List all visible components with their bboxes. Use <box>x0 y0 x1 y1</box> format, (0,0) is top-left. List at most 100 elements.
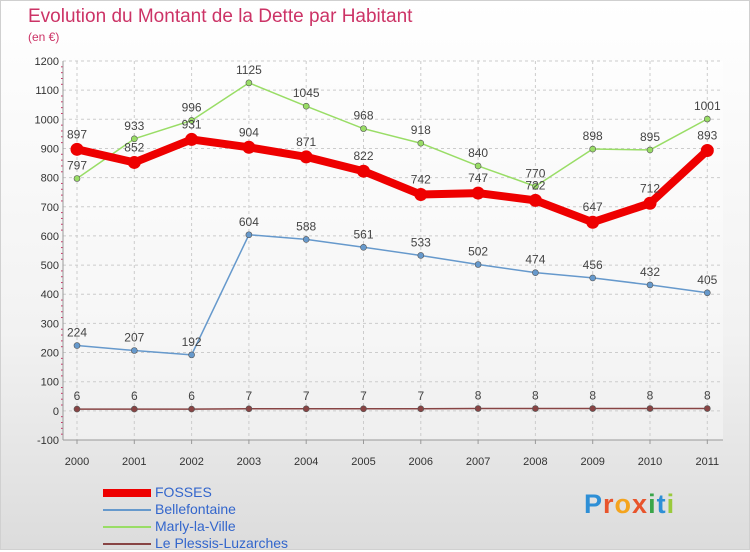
y-tick-label: 700 <box>41 202 59 214</box>
data-point <box>474 261 482 268</box>
y-tick-label: 0 <box>53 406 59 418</box>
data-point <box>646 405 654 412</box>
data-point <box>302 405 310 413</box>
data-point <box>302 102 310 110</box>
data-label: 747 <box>468 171 488 185</box>
data-label: 996 <box>182 100 202 114</box>
data-label: 712 <box>640 181 660 195</box>
data-point <box>73 405 81 413</box>
data-point <box>245 79 253 87</box>
data-point <box>703 115 711 123</box>
legend-swatch <box>103 488 151 497</box>
x-tick-label: 2002 <box>179 456 203 468</box>
legend-swatch <box>103 525 151 528</box>
legend-label: Marly-la-Ville <box>155 518 236 534</box>
data-label: 432 <box>640 265 660 279</box>
data-label: 192 <box>182 335 202 349</box>
data-point <box>360 125 367 132</box>
x-tick-label: 2001 <box>122 456 146 468</box>
data-label: 797 <box>67 158 87 172</box>
y-tick-label: 500 <box>41 260 59 272</box>
y-tick-label: 1000 <box>35 114 59 126</box>
x-tick-label: 2008 <box>523 456 547 468</box>
chart-title: Evolution du Montant de la Dette par Hab… <box>28 6 413 27</box>
data-label: 8 <box>647 389 654 403</box>
data-label: 822 <box>353 149 373 163</box>
y-tick-label: 300 <box>41 318 59 330</box>
data-label: 7 <box>246 389 253 403</box>
x-tick-label: 2007 <box>466 456 490 468</box>
data-point <box>474 162 482 170</box>
legend-label: FOSSES <box>155 484 212 500</box>
x-tick-label: 2004 <box>294 456 318 468</box>
data-point <box>73 175 81 182</box>
data-label: 722 <box>525 178 545 192</box>
y-tick-label: 1200 <box>35 56 59 68</box>
data-label: 8 <box>532 389 539 403</box>
y-tick-label: 200 <box>41 348 59 360</box>
data-point <box>417 139 425 147</box>
data-point <box>643 196 657 210</box>
data-point <box>589 274 597 282</box>
data-point <box>646 146 654 154</box>
y-tick-label: 100 <box>41 377 59 389</box>
y-tick-label: 800 <box>41 173 59 185</box>
plot-background <box>63 61 723 440</box>
data-label: 840 <box>468 146 488 160</box>
data-label: 898 <box>583 129 603 143</box>
data-point <box>360 243 367 251</box>
data-label: 1125 <box>236 63 262 77</box>
data-point <box>414 188 428 202</box>
data-label: 7 <box>303 389 310 403</box>
data-label: 893 <box>697 129 717 143</box>
data-point <box>360 405 367 413</box>
data-point <box>73 342 81 349</box>
data-point <box>417 252 425 259</box>
data-point <box>245 231 253 239</box>
data-point <box>188 405 195 413</box>
series-line-0 <box>73 135 712 227</box>
data-point <box>131 347 138 354</box>
brand-letter: o <box>614 489 633 519</box>
data-point <box>188 117 195 124</box>
data-point <box>131 405 138 413</box>
data-label: 7 <box>360 389 367 403</box>
data-point <box>188 351 195 359</box>
data-point <box>589 145 597 153</box>
data-label: 895 <box>640 130 660 144</box>
data-label: 604 <box>239 215 259 229</box>
y-tick-label: 900 <box>41 143 59 155</box>
chart-subtitle: (en €) <box>28 30 60 44</box>
brand-letter: r <box>603 489 615 519</box>
data-point <box>532 405 539 412</box>
x-tick-label: 2011 <box>695 456 719 468</box>
y-tick-label: 1100 <box>35 85 59 97</box>
data-point <box>471 186 485 200</box>
data-label: 904 <box>239 125 259 139</box>
data-label: 7 <box>417 389 424 403</box>
data-label: 533 <box>411 235 431 249</box>
data-point <box>532 183 539 190</box>
x-tick-label: 2000 <box>65 456 89 468</box>
data-label: 561 <box>353 227 373 241</box>
x-tick-label: 2006 <box>409 456 433 468</box>
data-point <box>185 132 199 146</box>
legend-label: Le Plessis-Luzarches <box>155 535 289 551</box>
data-point <box>127 155 141 169</box>
brand-letter: t <box>656 489 667 519</box>
data-label: 647 <box>583 200 603 214</box>
data-label: 933 <box>124 119 144 133</box>
data-label: 852 <box>124 140 144 154</box>
series-line-2 <box>76 82 709 188</box>
y-tick-label: 600 <box>41 231 59 243</box>
x-tick-label: 2010 <box>638 456 662 468</box>
data-label: 1001 <box>694 99 721 113</box>
data-point <box>474 405 482 412</box>
brand-logo: Proxiti <box>584 489 675 520</box>
data-label: 742 <box>411 173 431 187</box>
data-label: 897 <box>67 127 87 141</box>
data-label: 1045 <box>293 86 320 100</box>
x-tick-label: 2009 <box>580 456 604 468</box>
